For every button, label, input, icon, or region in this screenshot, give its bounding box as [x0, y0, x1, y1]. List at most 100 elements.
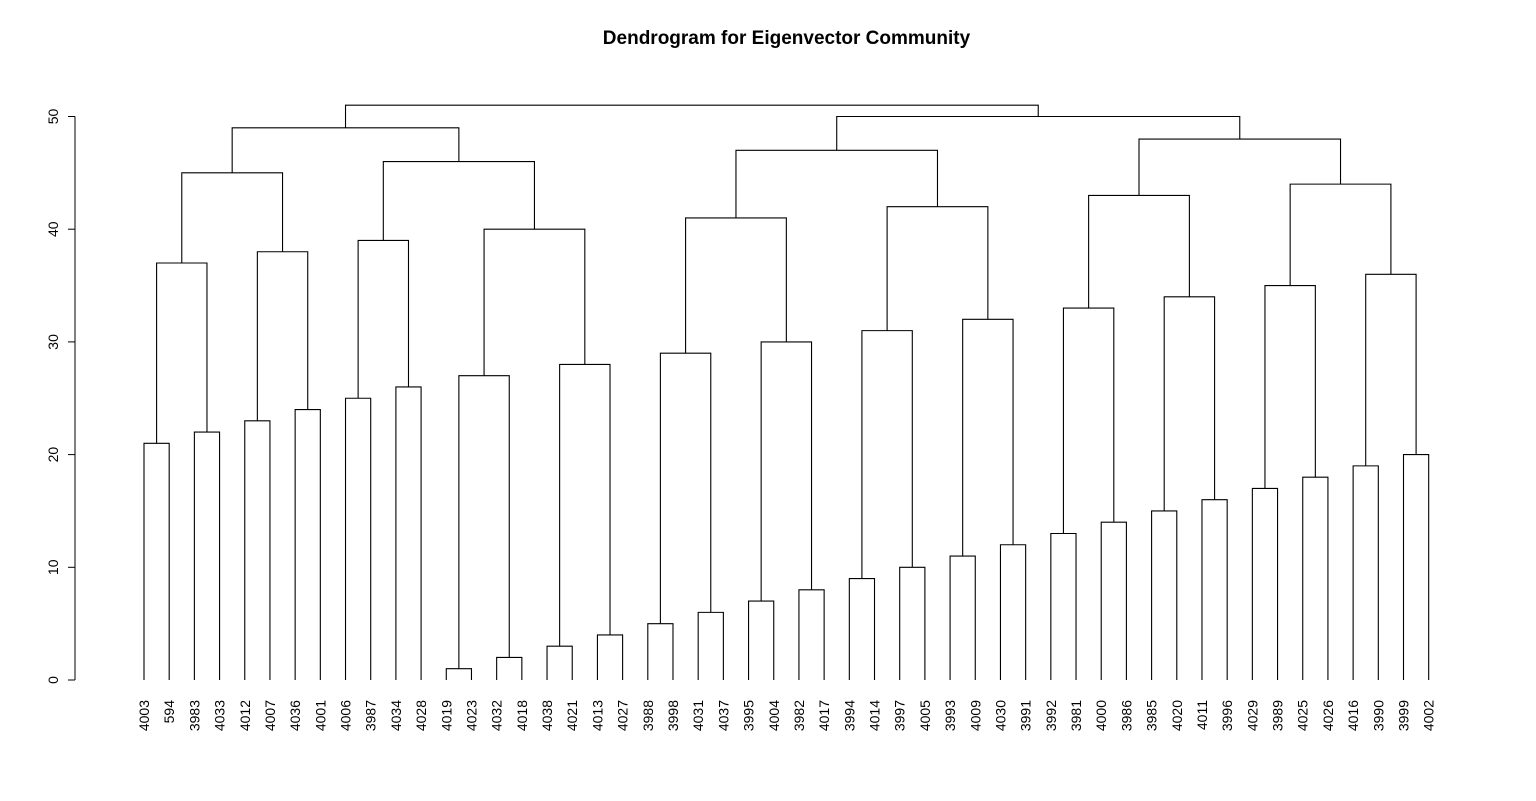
leaf-label: 3990 — [1370, 700, 1386, 731]
leaf-label: 4002 — [1421, 700, 1437, 731]
dendrogram-branch — [1050, 532, 1077, 680]
leaf-label: 4018 — [514, 700, 530, 731]
leaf-label: 4023 — [463, 700, 479, 731]
dendrogram-branch — [193, 431, 221, 680]
leaf-label: 3993 — [942, 700, 958, 731]
leaf-label: 4016 — [1345, 700, 1361, 731]
leaf-label: 4007 — [262, 700, 278, 731]
leaf-label: 3982 — [791, 700, 807, 731]
dendrogram-branch — [1402, 454, 1430, 680]
y-tick-label: 40 — [45, 221, 61, 237]
dendrogram-branch — [1163, 296, 1216, 511]
leaf-label: 3989 — [1270, 700, 1286, 731]
leaf-label: 3988 — [640, 700, 656, 731]
leaf-label: 4009 — [967, 700, 983, 731]
dendrogram-branch — [760, 341, 813, 602]
dendrogram-branch — [861, 330, 913, 579]
leaf-label: 3992 — [1043, 700, 1059, 731]
dendrogram-branch — [1201, 499, 1228, 680]
leaf-label: 4026 — [1320, 700, 1336, 731]
dendrogram-branch — [962, 318, 1014, 557]
dendrogram-branch — [1151, 510, 1178, 680]
y-tick-label: 20 — [45, 447, 61, 463]
dendrogram-branch — [156, 262, 208, 444]
dendrogram-branch — [344, 104, 1039, 128]
leaf-label: 4031 — [690, 700, 706, 731]
leaf-label: 3999 — [1396, 700, 1412, 731]
dendrogram-branch — [256, 251, 309, 421]
leaf-label: 4038 — [539, 700, 555, 731]
dendrogram-branch — [294, 408, 321, 680]
dendrogram-branch — [1100, 521, 1127, 680]
leaf-label: 4032 — [489, 700, 505, 731]
leaf-label: 4020 — [1169, 700, 1185, 731]
leaf-label: 4025 — [1295, 700, 1311, 731]
leaf-label: 3997 — [892, 700, 908, 731]
leaf-label: 3986 — [1118, 700, 1134, 731]
leaf-labels: 4003 594 3983 4033 4012 4007 4036 4001 4006 3987 4… — [136, 700, 1437, 731]
leaf-label: 4013 — [589, 700, 605, 731]
dendrogram-branch — [231, 127, 460, 173]
dendrogram-branch — [899, 566, 926, 680]
leaf-label: 3998 — [665, 700, 681, 731]
leaf-label: 4011 — [1194, 700, 1210, 730]
leaf-label: 4017 — [816, 700, 832, 731]
leaf-label: 3983 — [186, 700, 202, 731]
dendrogram-branch — [382, 161, 535, 241]
dendrogram-branch — [735, 149, 939, 218]
leaf-label: 3985 — [1144, 700, 1160, 731]
leaf-label: 3995 — [741, 700, 757, 731]
leaf-label: 4000 — [1093, 700, 1109, 731]
dendrogram-branch — [1352, 465, 1379, 680]
dendrogram-branch — [483, 228, 586, 376]
leaf-label: 3994 — [841, 700, 857, 731]
y-tick-label: 0 — [45, 676, 61, 684]
leaf-label: 3991 — [1018, 700, 1034, 731]
dendrogram-branch — [647, 623, 674, 680]
dendrogram-branch — [848, 578, 876, 680]
leaf-label: 4014 — [867, 700, 883, 731]
dendrogram-branch — [344, 397, 372, 680]
leaf-label: 4037 — [715, 700, 731, 731]
dendrogram-branch — [496, 656, 523, 680]
leaf-label: 4034 — [388, 700, 404, 731]
leaf-label: 4036 — [287, 700, 303, 731]
leaf-label: 4001 — [312, 700, 328, 731]
leaf-label: 4004 — [766, 700, 782, 731]
leaf-label: 4033 — [212, 700, 228, 731]
y-tick-label: 50 — [45, 109, 61, 125]
dendrogram-branch — [143, 442, 170, 680]
dendrogram-branch — [1264, 284, 1316, 489]
leaf-label: 4003 — [136, 700, 152, 731]
dendrogram-branch — [999, 544, 1027, 680]
dendrogram-branch — [685, 217, 787, 354]
dendrogram-branch — [659, 352, 712, 624]
leaf-label: 4005 — [917, 700, 933, 731]
y-tick-label: 30 — [45, 334, 61, 350]
dendrogram-branch — [546, 645, 573, 680]
leaf-label: 3987 — [363, 700, 379, 731]
dendrogram-branch — [949, 555, 976, 680]
dendrogram-branch — [1289, 183, 1392, 286]
leaf-label: 4019 — [438, 700, 454, 731]
leaf-label: 4006 — [338, 700, 354, 731]
leaf-label: 594 — [161, 700, 177, 724]
leaf-label: 3981 — [1068, 700, 1084, 731]
leaf-label: 4021 — [564, 700, 580, 731]
dendrogram-branch — [1302, 476, 1329, 680]
y-axis: 0 10 20 30 40 50 — [45, 109, 76, 684]
dendrogram-branch — [596, 634, 624, 680]
dendrogram-branch — [697, 611, 724, 680]
dendrogram-branch — [445, 668, 473, 680]
dendrogram-branch — [559, 363, 611, 647]
leaf-label: 3996 — [1219, 700, 1235, 731]
dendrogram-branch — [1088, 194, 1190, 309]
chart-title: Dendrogram for Eigenvector Community — [602, 28, 971, 49]
y-tick-label: 10 — [45, 559, 61, 575]
leaf-label: 4028 — [413, 700, 429, 731]
dendrogram-branches — [143, 104, 1430, 680]
dendrogram-branch — [458, 375, 510, 669]
dendrogram-branch — [181, 172, 284, 264]
dendrogram-branch — [1138, 138, 1342, 196]
